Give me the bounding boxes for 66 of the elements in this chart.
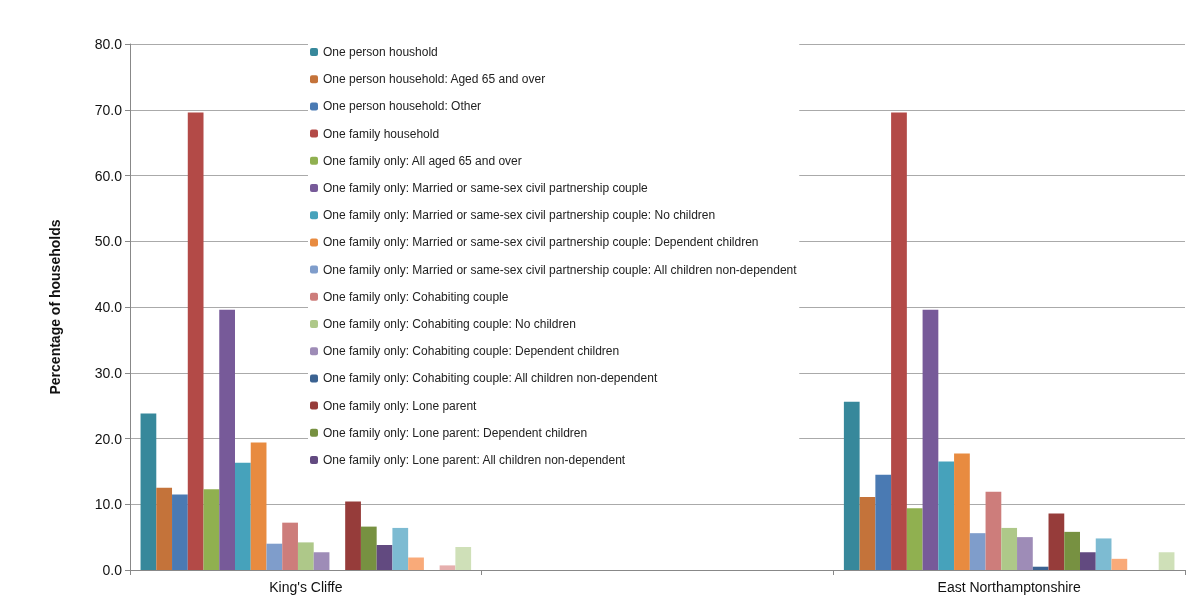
y-tick-label: 30.0 — [94, 364, 123, 381]
bar — [985, 491, 1002, 570]
bar — [345, 501, 361, 570]
legend-label: One family only: Lone parent — [323, 398, 478, 413]
legend-label: One person houshold — [323, 45, 438, 59]
y-tick-label: 60.0 — [94, 167, 123, 184]
legend-label: One family only: Married or same-sex civil partnership couple: Dependent children — [323, 235, 759, 250]
bar — [408, 557, 424, 570]
legend-label: One family only: Cohabiting couple: Dependent children — [323, 344, 620, 359]
bar — [875, 474, 892, 570]
bar — [891, 112, 907, 570]
bar — [187, 112, 204, 570]
legend-label: One family household — [323, 126, 440, 141]
bar — [235, 462, 251, 570]
bar — [250, 442, 267, 570]
bar — [859, 497, 876, 570]
bar — [906, 508, 923, 570]
x-tick-label: East Northamptonshire — [937, 579, 1081, 595]
y-tick-label: 80.0 — [94, 36, 123, 52]
bar — [1080, 552, 1096, 570]
bar — [313, 552, 330, 570]
x-tick-label: King's Cliffe — [269, 579, 343, 595]
legend-label: One family only: Lone parent: Dependent children — [323, 425, 588, 440]
legend-label: One family only: Cohabiting couple: All children non-dependent — [323, 371, 658, 386]
y-axis-title: Percentage of households — [47, 219, 63, 395]
bar — [203, 489, 220, 570]
y-tick-label: 0.0 — [102, 562, 123, 578]
bar — [922, 309, 939, 570]
bar — [1158, 552, 1175, 570]
bar — [1017, 537, 1033, 570]
legend-label: One family only: Married or same-sex civil partnership couple: No children — [323, 208, 716, 223]
legend-label: One family only: Married or same-sex civil partnership couple: All children non-dependent — [323, 262, 798, 277]
y-tick-label: 50.0 — [94, 233, 123, 250]
bar — [376, 545, 393, 570]
bar — [360, 526, 377, 570]
bar — [1064, 531, 1080, 570]
legend-label: One family only: All aged 65 and over — [323, 153, 522, 168]
bar — [156, 487, 173, 570]
bar — [969, 533, 986, 570]
bar — [843, 401, 860, 570]
bar — [938, 461, 955, 570]
bar — [1111, 558, 1128, 570]
bar — [297, 542, 314, 570]
bar — [266, 543, 283, 570]
bar — [1048, 513, 1065, 570]
bar — [392, 527, 409, 570]
legend-label: One person household: Aged 65 and over — [323, 72, 546, 87]
legend-label: One family only: Cohabiting couple: No children — [323, 317, 576, 331]
bar — [1001, 527, 1018, 570]
bar — [219, 309, 235, 570]
y-tick-label: 70.0 — [94, 101, 123, 118]
y-tick-label: 10.0 — [94, 496, 123, 513]
legend-label: One family only: Cohabiting couple — [323, 289, 509, 304]
y-tick-label: 40.0 — [94, 299, 123, 315]
bar — [1095, 538, 1112, 570]
y-tick-label: 20.0 — [94, 430, 123, 447]
bar — [172, 494, 188, 570]
bar — [282, 522, 298, 570]
bar — [140, 413, 157, 570]
legend-label: One family only: Married or same-sex civil partnership couple — [323, 181, 649, 195]
bar — [455, 546, 472, 570]
bar — [1032, 566, 1049, 570]
bar — [439, 565, 456, 570]
bar — [954, 453, 970, 570]
legend-label: One person household: Other — [323, 99, 482, 114]
legend-label: One family only: Lone parent: All children non-dependent — [323, 453, 626, 467]
